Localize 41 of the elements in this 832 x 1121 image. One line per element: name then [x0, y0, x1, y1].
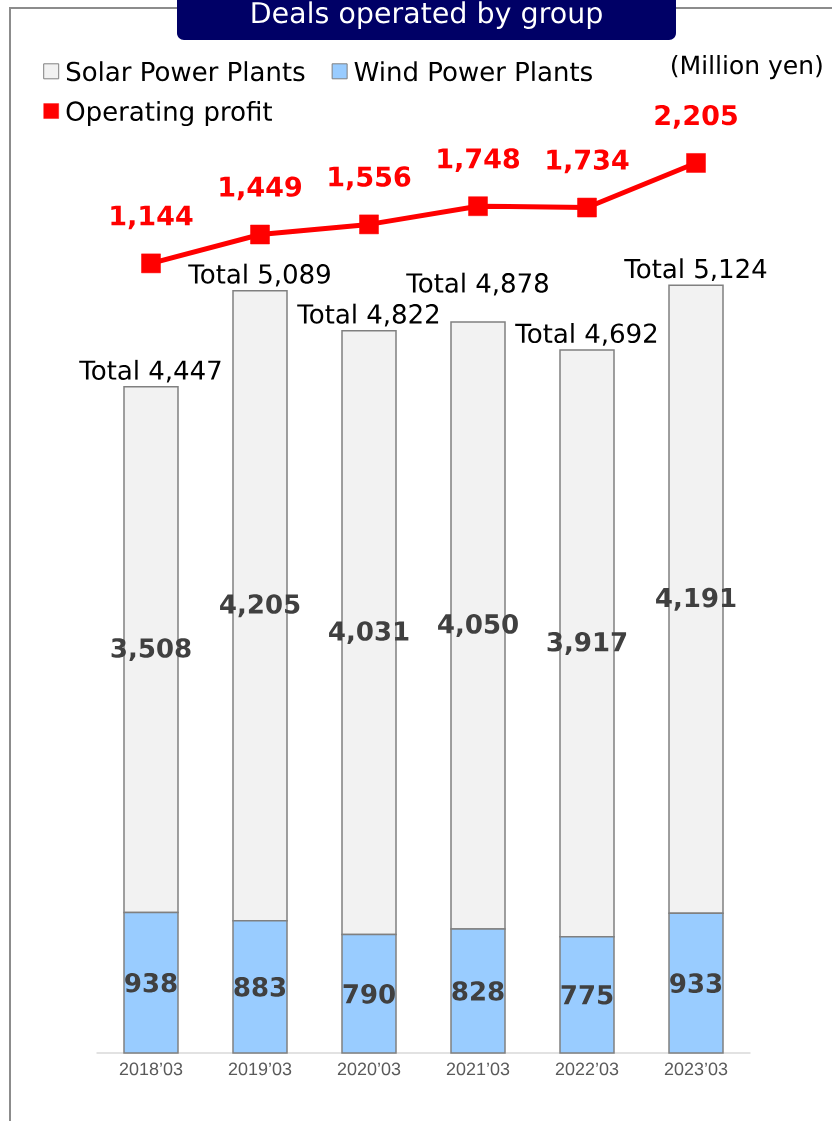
point: [250, 224, 270, 245]
total-label: Total 5,124: [624, 258, 767, 282]
point: [468, 196, 488, 216]
data-label: 938: [125, 972, 177, 993]
x-tick-label: 2018’03: [119, 1062, 183, 1076]
data-label: 933: [670, 973, 722, 993]
point: [577, 197, 597, 218]
x-tick-label: 2022’03: [555, 1062, 619, 1076]
data-label: 4,191: [656, 587, 736, 611]
legend-label: Operating profit: [66, 100, 272, 127]
chart-title: Deals operated by group: [252, 1, 602, 29]
data-label: 1,734: [547, 149, 629, 174]
legend-label: Wind Power Plants: [354, 61, 592, 82]
data-label: 3,508: [111, 638, 191, 662]
text: (Million yen): [671, 55, 822, 80]
point: [359, 214, 379, 235]
total-label: Total 4,878: [406, 272, 548, 296]
data-label: 1,748: [438, 148, 520, 173]
data-label: 883: [234, 977, 286, 997]
total-label: Total 5,089: [188, 263, 330, 287]
data-label: 4,205: [220, 594, 300, 618]
data-label: 2,205: [655, 104, 737, 129]
data-label: 828: [452, 981, 504, 1001]
data-label: 1,556: [329, 166, 411, 191]
total-label: Total 4,692: [515, 323, 657, 346]
data-label: 1,449: [220, 176, 301, 201]
point: [686, 153, 706, 173]
point: [141, 253, 161, 274]
data-label: 1,144: [111, 205, 193, 230]
x-tick-label: 2023’03: [664, 1062, 728, 1076]
total-label: Total 4,822: [297, 303, 439, 327]
x-tick-label: 2020’03: [337, 1062, 401, 1076]
total-label: Total 4,447: [79, 359, 221, 383]
data-label: 4,031: [329, 621, 409, 645]
data-label: 790: [343, 983, 395, 1004]
x-tick-label: 2019’03: [228, 1062, 292, 1076]
data-label: 775: [561, 985, 613, 1005]
data-label: 4,050: [438, 614, 518, 637]
legend-label: Solar Power Plants: [66, 61, 305, 82]
x-tick-label: 2021’03: [446, 1062, 510, 1076]
data-label: 3,917: [547, 631, 627, 655]
